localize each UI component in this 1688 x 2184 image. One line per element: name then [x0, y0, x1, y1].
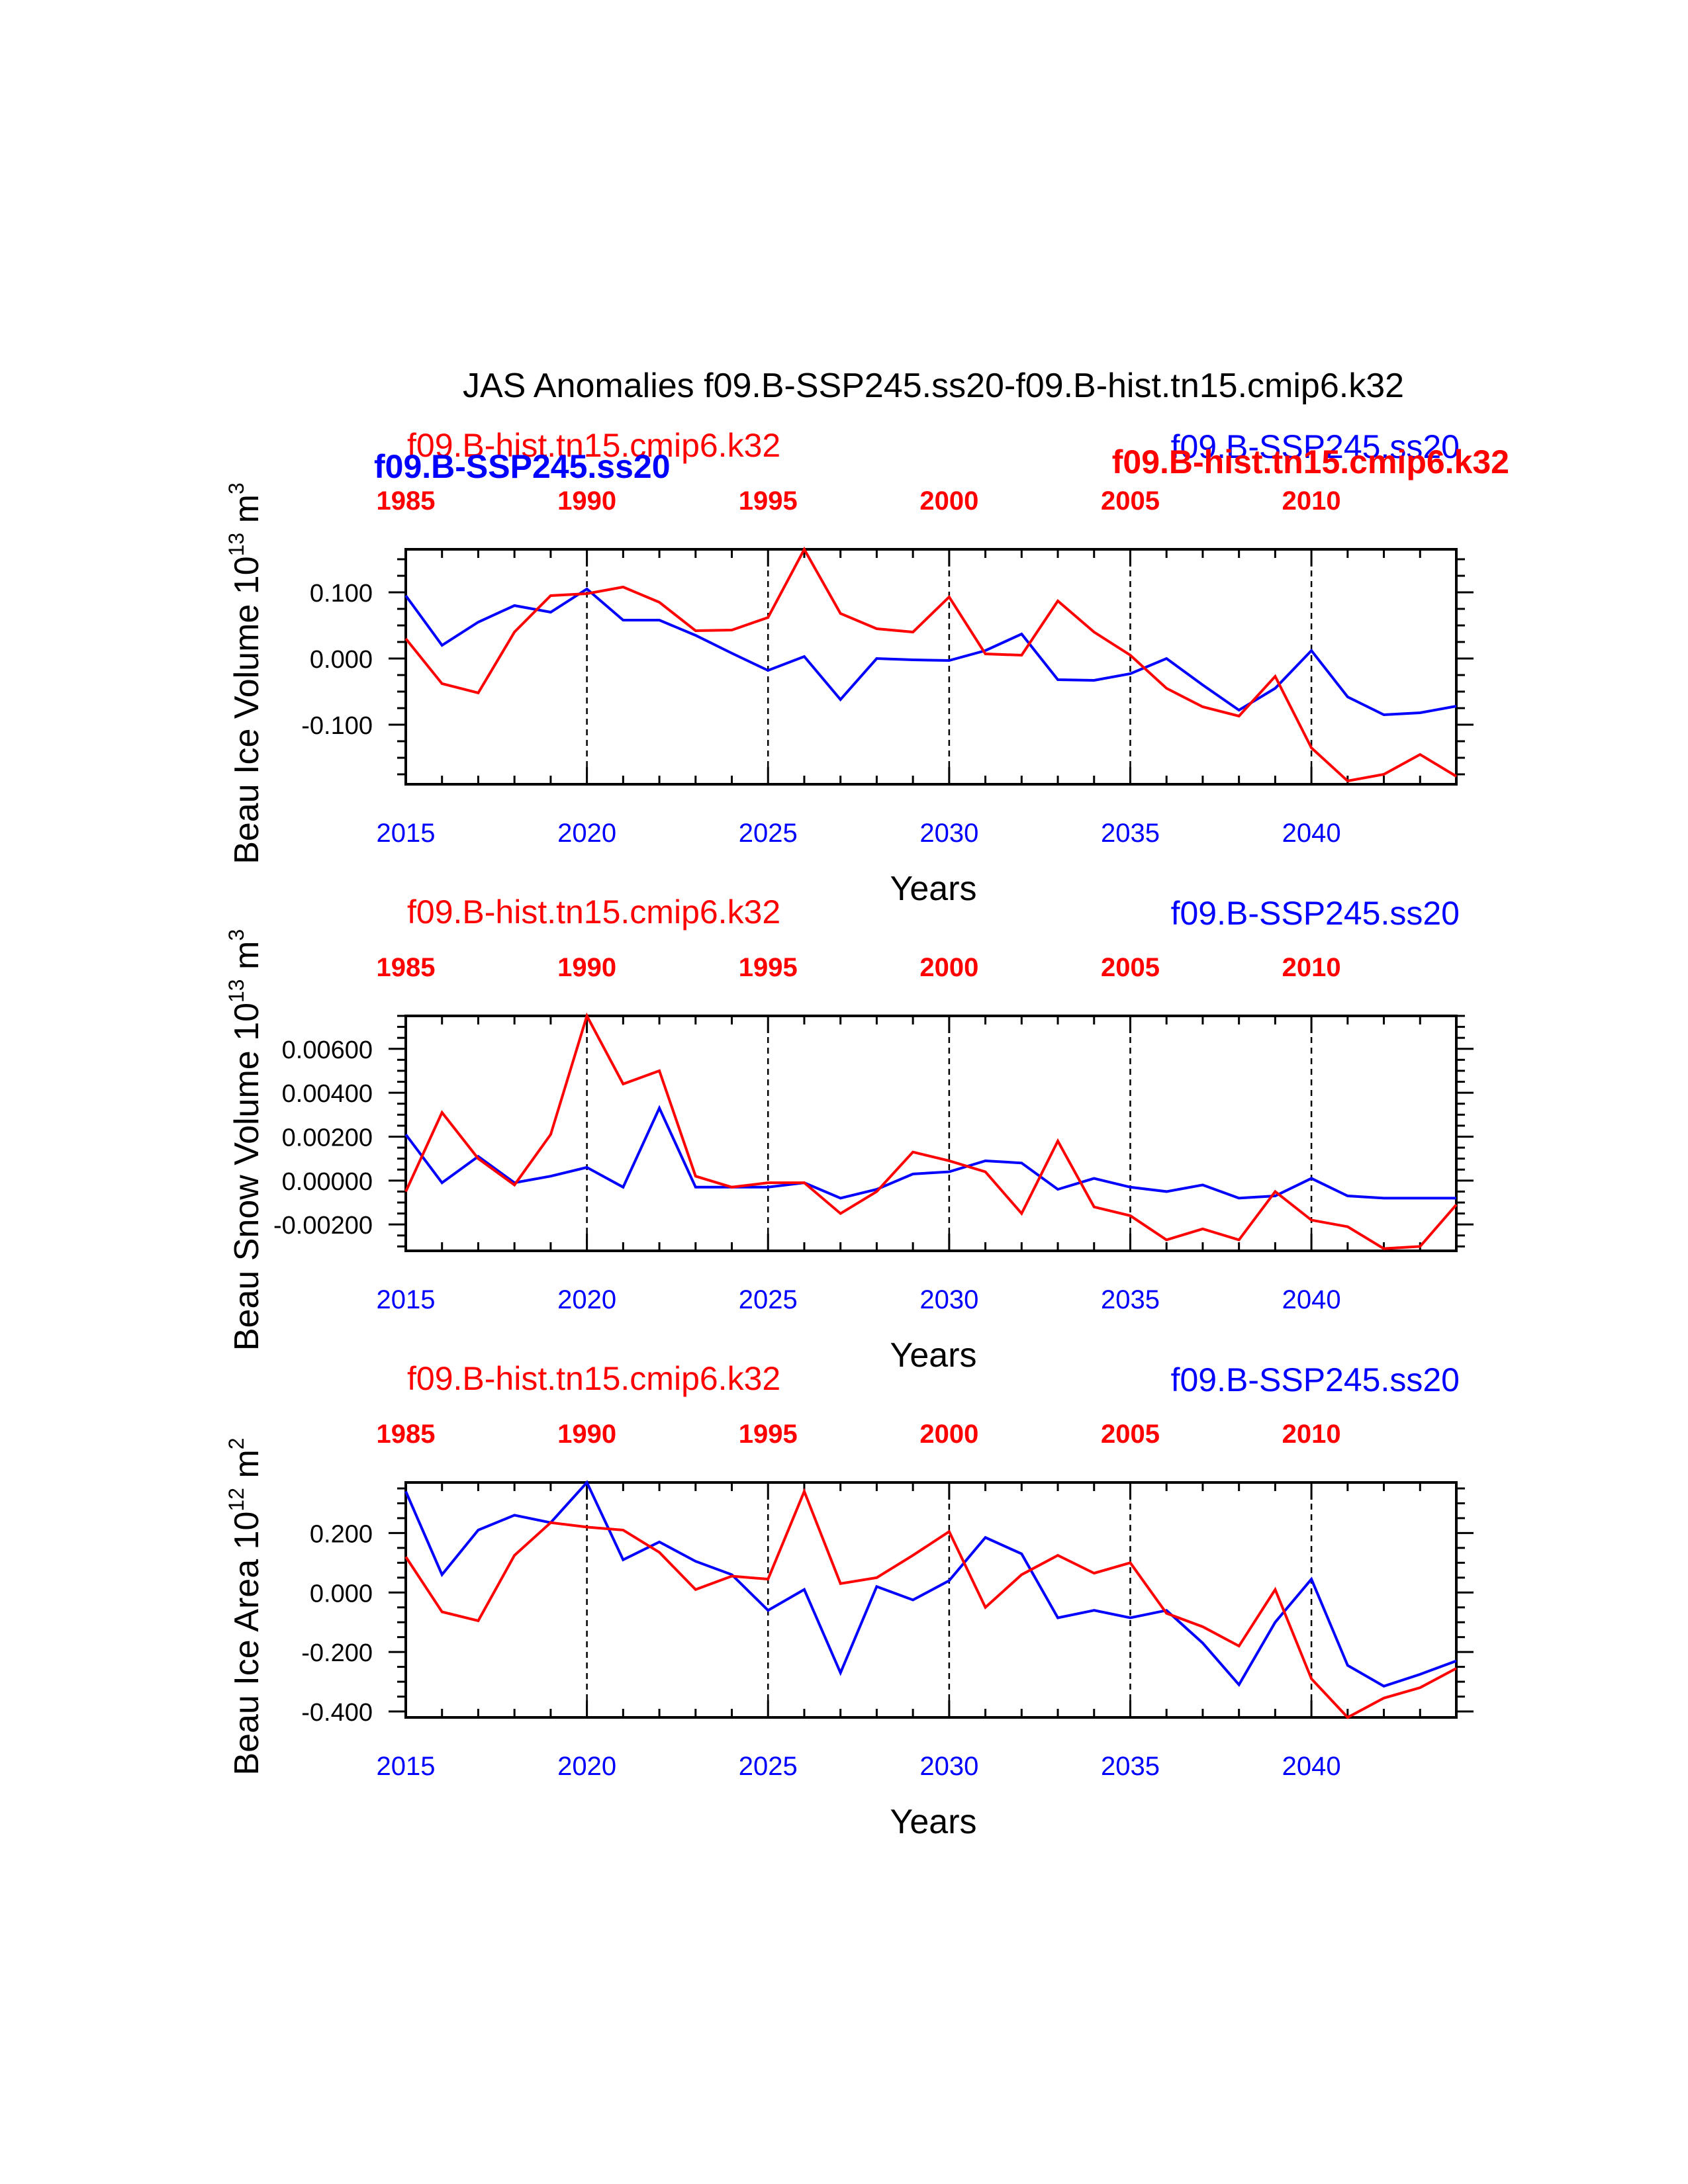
x-tick-label-top: 1990 — [557, 1420, 616, 1449]
x-tick-label-bottom: 2015 — [377, 1752, 436, 1781]
y-tick-label: 0.00600 — [282, 1036, 373, 1064]
x-tick-label-bottom: 2040 — [1282, 1752, 1341, 1781]
x-tick-label-top: 2005 — [1101, 486, 1160, 516]
plot-frame — [404, 1015, 1458, 1252]
panel-3: 2015 2020 2025 2030 2035 2040 1985 1990 1995 2000… — [224, 1360, 1474, 1841]
x-tick-label-top: 2005 — [1101, 1420, 1160, 1449]
y-tick-label: 0.000 — [310, 646, 373, 674]
y-axis-label-part: 3 — [224, 482, 248, 494]
panel-top-right-label: f09.B-SSP245.ss20 — [1171, 428, 1460, 465]
panel-top-right-label: f09.B-SSP245.ss20 — [1171, 895, 1460, 932]
y-axis-label-part: 3 — [224, 929, 248, 941]
panel-top-left-label: f09.B-hist.tn15.cmip6.k32 — [407, 427, 780, 464]
panel-top-right-label: f09.B-SSP245.ss20 — [1171, 1361, 1460, 1398]
series-line-red — [404, 1488, 1457, 1719]
panel-top-left-label: f09.B-hist.tn15.cmip6.k32 — [407, 1360, 780, 1397]
x-tick-label-top: 1995 — [739, 486, 798, 516]
x-tick-label-bottom: 2030 — [919, 1752, 978, 1781]
y-tick-label: -0.200 — [301, 1639, 373, 1667]
y-axis-label-part: m — [228, 494, 266, 533]
y-axis-label: Beau Ice Volume 1013 m3 — [224, 482, 266, 864]
x-tick-label-bottom: 2035 — [1101, 1752, 1160, 1781]
x-tick-label-bottom: 2020 — [557, 1285, 616, 1314]
x-tick-label-top: 1990 — [557, 486, 616, 516]
y-axis-label: Beau Ice Area 1012 m2 — [224, 1437, 266, 1775]
y-axis-label-part: 2 — [224, 1437, 248, 1449]
x-tick-label-bottom: 2035 — [1101, 819, 1160, 848]
legend-overlay-blue-label: f09.B-SSP245.ss20 — [374, 448, 671, 485]
x-tick-label-top: 1995 — [739, 953, 798, 982]
x-tick-label-top: 1985 — [377, 1420, 436, 1449]
y-tick-label: -0.100 — [301, 712, 373, 740]
y-tick-label: 0.000 — [310, 1580, 373, 1608]
y-tick-label: -0.400 — [301, 1699, 373, 1727]
x-tick-label-top: 2010 — [1282, 953, 1341, 982]
x-axis-label: Years — [890, 870, 976, 908]
x-tick-label-top: 1990 — [557, 953, 616, 982]
figure-title: JAS Anomalies f09.B-SSP245.ss20-f09.B-hi… — [463, 367, 1404, 405]
x-tick-label-top: 2010 — [1282, 486, 1341, 516]
series-line-red — [404, 546, 1458, 783]
panel-1: 2015 2020 2025 2030 2035 2040 1985 1990 1995 2000… — [224, 427, 1474, 908]
x-axis-label: Years — [890, 1803, 976, 1841]
panel-2: 2015 2020 2025 2030 2035 2040 1985 1990 1995 2000… — [224, 893, 1474, 1375]
x-tick-label-top: 2000 — [919, 953, 978, 982]
x-tick-label-bottom: 2015 — [377, 819, 436, 848]
x-tick-label-top: 1985 — [377, 486, 436, 516]
y-axis-label-part: Beau Ice Area 10 — [228, 1512, 266, 1776]
x-tick-label-top: 2000 — [919, 486, 978, 516]
y-axis-label-part: 12 — [224, 1488, 248, 1512]
series-line-red — [404, 1012, 1458, 1250]
series-line-blue — [404, 1480, 1457, 1688]
x-tick-label-bottom: 2035 — [1101, 1285, 1160, 1314]
series-line-blue — [404, 587, 1457, 717]
y-tick-label: 0.00200 — [282, 1124, 373, 1152]
x-tick-label-bottom: 2030 — [919, 819, 978, 848]
plot-frame — [404, 1481, 1458, 1719]
y-axis-label-part: m — [228, 1449, 266, 1488]
x-tick-label-top: 2000 — [919, 1420, 978, 1449]
x-tick-label-bottom: 2020 — [557, 819, 616, 848]
series-line-blue — [404, 1105, 1456, 1200]
panel-top-left-label: f09.B-hist.tn15.cmip6.k32 — [407, 893, 780, 931]
x-tick-label-top: 2010 — [1282, 1420, 1341, 1449]
y-axis-label-part: 13 — [224, 533, 248, 557]
x-tick-label-bottom: 2025 — [739, 1752, 798, 1781]
y-axis-label-part: m — [228, 941, 266, 979]
y-axis-label-part: 13 — [224, 979, 248, 1003]
x-tick-label-top: 2005 — [1101, 953, 1160, 982]
plot-frame — [404, 548, 1458, 786]
x-tick-label-top: 1995 — [739, 1420, 798, 1449]
x-tick-label-bottom: 2030 — [919, 1285, 978, 1314]
legend-overlay-red-label: f09.B-hist.tn15.cmip6.k32 — [1112, 443, 1509, 480]
x-tick-label-bottom: 2025 — [739, 1285, 798, 1314]
x-tick-label-bottom: 2040 — [1282, 1285, 1341, 1314]
y-axis-label: Beau Snow Volume 1013 m3 — [224, 929, 266, 1351]
y-tick-label: 0.00000 — [282, 1168, 373, 1196]
x-tick-label-bottom: 2025 — [739, 819, 798, 848]
y-tick-label: 0.00400 — [282, 1080, 373, 1108]
y-tick-label: -0.00200 — [273, 1212, 373, 1240]
y-axis-label-part: Beau Snow Volume 10 — [228, 1003, 266, 1351]
x-tick-label-bottom: 2015 — [377, 1285, 436, 1314]
x-tick-label-top: 1985 — [377, 953, 436, 982]
x-tick-label-bottom: 2040 — [1282, 819, 1341, 848]
y-tick-label: 0.200 — [310, 1520, 373, 1548]
panels: 2015 2020 2025 2030 2035 2040 1985 1990 1995 2000… — [224, 427, 1474, 1841]
x-tick-label-bottom: 2020 — [557, 1752, 616, 1781]
y-axis-label-part: Beau Ice Volume 10 — [228, 556, 266, 864]
x-axis-label: Years — [890, 1336, 976, 1375]
y-tick-label: 0.100 — [310, 580, 373, 608]
